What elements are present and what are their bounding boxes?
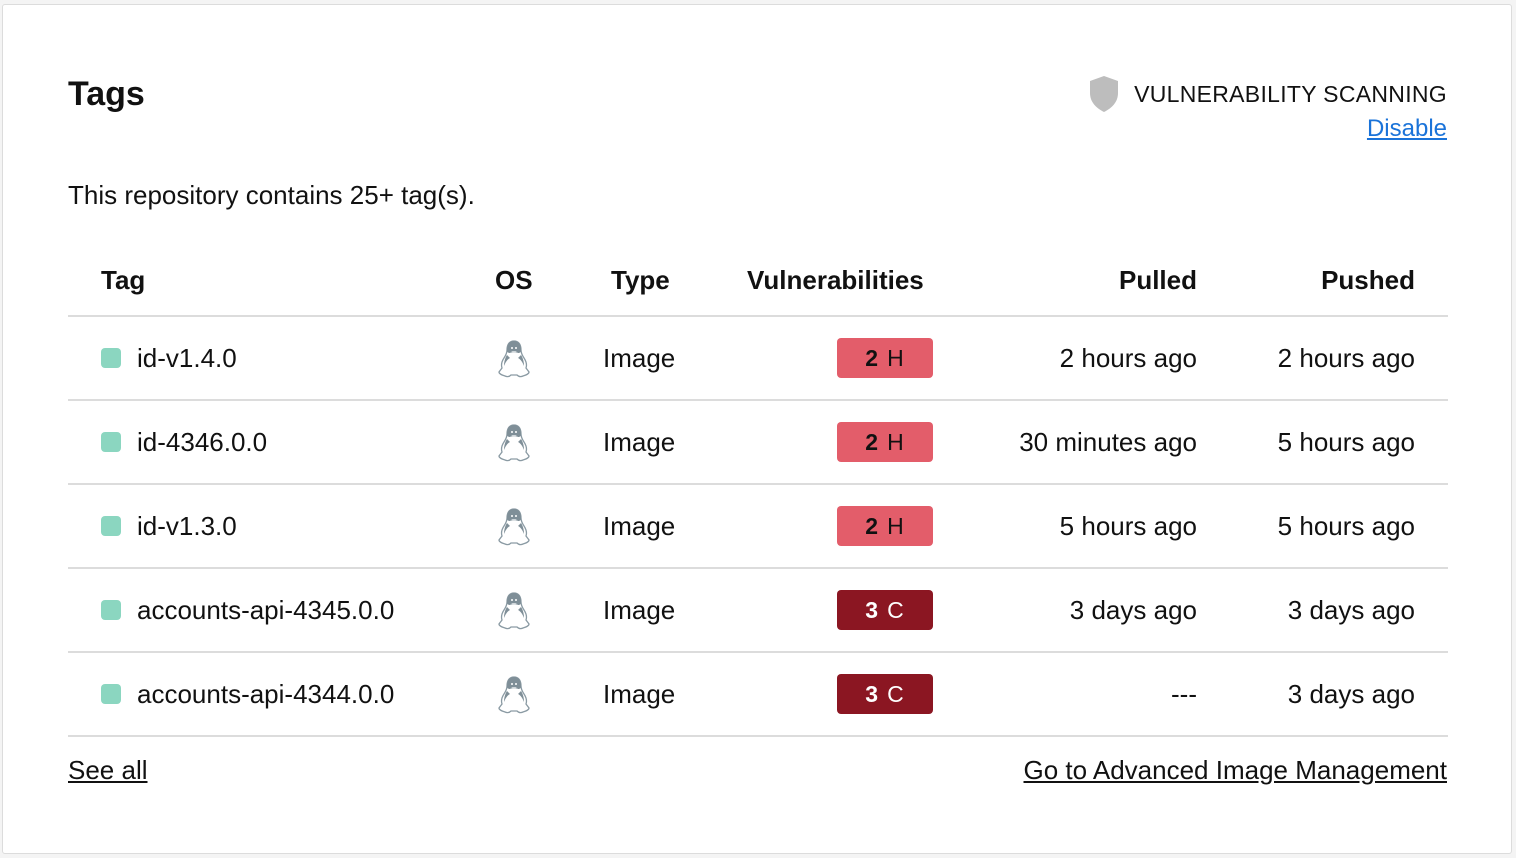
pulled-cell: 30 minutes ago xyxy=(1019,426,1197,457)
vulnerability-level: H xyxy=(887,428,905,455)
vulnerability-count: 2 xyxy=(865,344,880,371)
linux-icon xyxy=(497,339,531,386)
vulnerability-level: H xyxy=(887,512,905,539)
type-cell: Image xyxy=(603,510,676,541)
type-cell: Image xyxy=(603,342,676,373)
status-dot xyxy=(101,432,121,452)
status-dot xyxy=(101,684,121,704)
tags-table: Tag OS Type Vulnerabilities Pulled Pushe… xyxy=(68,245,1448,737)
tag-cell: id-v1.3.0 xyxy=(101,511,237,542)
column-header-os: OS xyxy=(495,264,533,295)
tag-name[interactable]: id-4346.0.0 xyxy=(137,426,268,457)
pulled-cell: 5 hours ago xyxy=(1059,510,1197,541)
pushed-cell: 3 days ago xyxy=(1287,594,1415,625)
pushed-cell: 2 hours ago xyxy=(1277,342,1415,373)
tag-name[interactable]: id-v1.3.0 xyxy=(137,510,237,541)
type-cell: Image xyxy=(603,426,676,457)
tags-card: Tags VULNERABILITY SCANNING Disable This… xyxy=(2,4,1512,854)
tag-cell: id-v1.4.0 xyxy=(101,343,237,374)
tag-name[interactable]: id-v1.4.0 xyxy=(137,342,237,373)
vulnerability-scanning-label: VULNERABILITY SCANNING xyxy=(1134,80,1447,107)
type-cell: Image xyxy=(603,678,676,709)
disable-scanning-link[interactable]: Disable xyxy=(1366,115,1447,142)
column-header-pushed: Pushed xyxy=(1321,264,1415,295)
vulnerability-scanning-status: VULNERABILITY SCANNING xyxy=(1088,75,1447,113)
vulnerability-level: H xyxy=(887,344,905,371)
pushed-cell: 3 days ago xyxy=(1287,678,1415,709)
table-header: Tag OS Type Vulnerabilities Pulled Pushe… xyxy=(68,245,1448,317)
tag-count-text: This repository contains 25+ tag(s). xyxy=(68,180,475,210)
status-dot xyxy=(101,348,121,368)
status-dot xyxy=(101,600,121,620)
vulnerability-count: 3 xyxy=(865,596,880,623)
column-header-vulnerabilities: Vulnerabilities xyxy=(747,264,924,295)
type-cell: Image xyxy=(603,594,676,625)
tag-name[interactable]: accounts-api-4344.0.0 xyxy=(137,678,395,709)
advanced-image-management-link[interactable]: Go to Advanced Image Management xyxy=(1023,755,1448,785)
see-all-link[interactable]: See all xyxy=(68,755,148,785)
linux-icon xyxy=(497,591,531,638)
vulnerability-count: 2 xyxy=(865,512,880,539)
pushed-cell: 5 hours ago xyxy=(1277,510,1415,541)
vulnerability-count: 3 xyxy=(865,680,880,707)
tag-cell: accounts-api-4345.0.0 xyxy=(101,595,394,626)
linux-icon xyxy=(497,507,531,554)
page-title: Tags xyxy=(68,75,145,113)
vulnerability-level: C xyxy=(887,680,905,707)
column-header-type: Type xyxy=(611,264,670,295)
pushed-cell: 5 hours ago xyxy=(1277,426,1415,457)
vulnerability-level: C xyxy=(887,596,905,623)
linux-icon xyxy=(497,423,531,470)
pulled-cell: --- xyxy=(1171,678,1197,709)
pulled-cell: 3 days ago xyxy=(1069,594,1197,625)
vulnerability-count: 2 xyxy=(865,428,880,455)
column-header-tag: Tag xyxy=(101,264,146,295)
tag-cell: id-4346.0.0 xyxy=(101,427,267,458)
tag-name[interactable]: accounts-api-4345.0.0 xyxy=(137,594,395,625)
column-header-pulled: Pulled xyxy=(1118,264,1197,295)
linux-icon xyxy=(497,675,531,722)
shield-icon xyxy=(1090,76,1119,112)
tag-cell: accounts-api-4344.0.0 xyxy=(101,679,394,710)
pulled-cell: 2 hours ago xyxy=(1059,342,1197,373)
status-dot xyxy=(101,516,121,536)
